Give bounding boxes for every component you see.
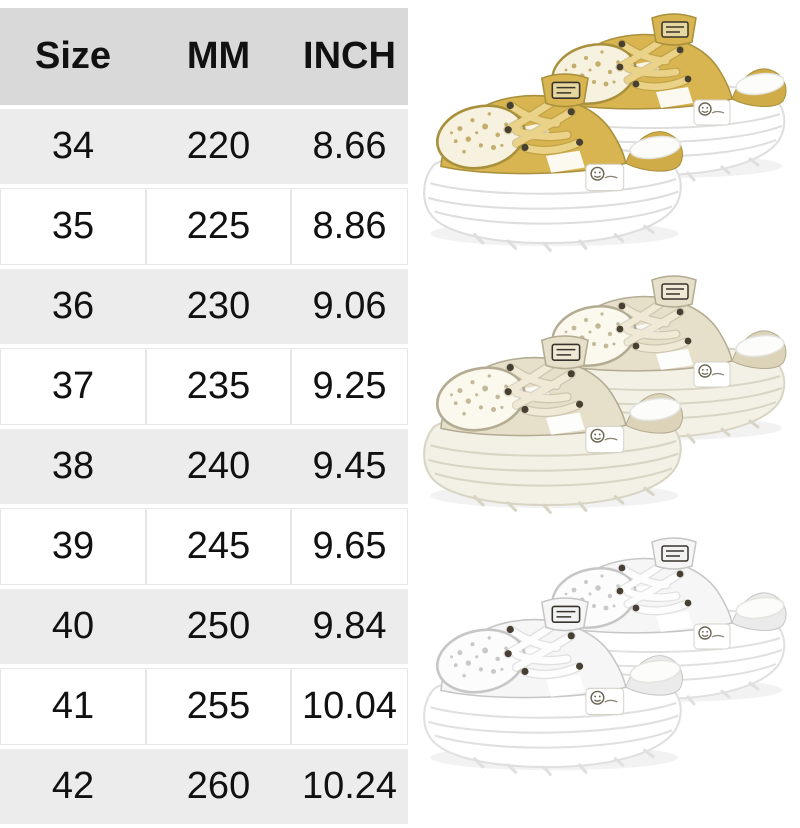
size-cell: 35 [0, 188, 146, 265]
inch-cell: 9.65 [291, 508, 408, 585]
product-photo-white-mule-sneakers [410, 530, 800, 792]
table-row: 34 220 8.66 [0, 109, 408, 184]
mm-cell: 255 [146, 668, 291, 745]
header-cell-mm: MM [146, 8, 291, 105]
size-chart-table: Size MM INCH 34 220 8.66 35 225 8.86 36 [0, 4, 408, 828]
size-cell: 37 [0, 348, 146, 425]
shoe-pair-illustration-white [410, 530, 800, 792]
mm-cell: 230 [146, 269, 291, 344]
inch-cell: 8.86 [291, 188, 408, 265]
mm-cell: 220 [146, 109, 291, 184]
table-row: 40 250 9.84 [0, 589, 408, 664]
product-photos-panel [410, 0, 800, 800]
mm-cell: 250 [146, 589, 291, 664]
inch-cell: 9.45 [291, 429, 408, 504]
table-row: 41 255 10.04 [0, 668, 408, 745]
shoe-pair-illustration-beige [410, 268, 800, 530]
size-cell: 36 [0, 269, 146, 344]
inch-cell: 9.06 [291, 269, 408, 344]
header-cell-size: Size [0, 8, 146, 105]
size-cell: 42 [0, 749, 146, 824]
inch-cell: 9.84 [291, 589, 408, 664]
mm-cell: 240 [146, 429, 291, 504]
table-row: 36 230 9.06 [0, 269, 408, 344]
shoe-pair-illustration-yellow [410, 6, 800, 268]
size-cell: 38 [0, 429, 146, 504]
table-row: 35 225 8.86 [0, 188, 408, 265]
inch-cell: 10.24 [291, 749, 408, 824]
header-cell-inch: INCH [291, 8, 408, 105]
size-cell: 40 [0, 589, 146, 664]
size-cell: 39 [0, 508, 146, 585]
table-row: 39 245 9.65 [0, 508, 408, 585]
size-cell: 34 [0, 109, 146, 184]
mm-cell: 235 [146, 348, 291, 425]
mm-cell: 245 [146, 508, 291, 585]
table-row: 38 240 9.45 [0, 429, 408, 504]
inch-cell: 9.25 [291, 348, 408, 425]
size-chart-header-row: Size MM INCH [0, 8, 408, 105]
size-cell: 41 [0, 668, 146, 745]
inch-cell: 8.66 [291, 109, 408, 184]
size-chart-panel: Size MM INCH 34 220 8.66 35 225 8.86 36 [0, 0, 410, 824]
inch-cell: 10.04 [291, 668, 408, 745]
product-photo-beige-mule-sneakers [410, 268, 800, 530]
mm-cell: 260 [146, 749, 291, 824]
mm-cell: 225 [146, 188, 291, 265]
table-row: 37 235 9.25 [0, 348, 408, 425]
table-row: 42 260 10.24 [0, 749, 408, 824]
product-photo-yellow-mule-sneakers [410, 6, 800, 268]
